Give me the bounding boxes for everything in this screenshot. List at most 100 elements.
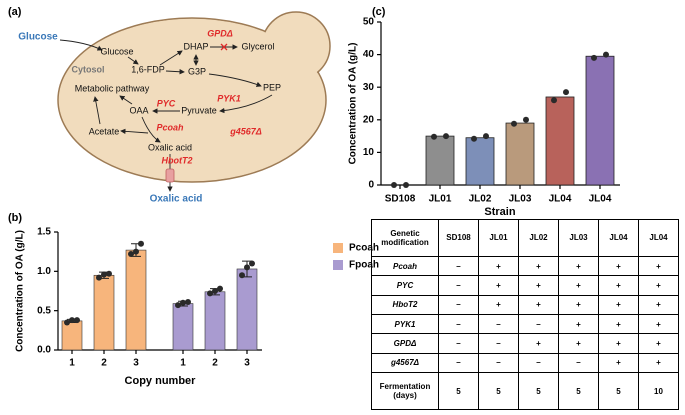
bar: [236, 268, 258, 351]
table-cell: GPDΔ: [371, 333, 439, 354]
x-tick-label: 1: [69, 358, 75, 369]
x-tick-label: 2: [212, 358, 218, 369]
x-tick-label: JL03: [509, 194, 532, 205]
table-cell: JL03: [558, 219, 599, 257]
replicate-point: [511, 120, 517, 127]
table-cell: +: [598, 275, 639, 296]
x-tick-label: 1: [180, 358, 186, 369]
x-tick-label: 3: [244, 358, 250, 369]
table-cell: 10: [638, 372, 679, 410]
table-header: Genetic modification SD108 JL01 JL02 JL03 JL0…: [371, 219, 679, 257]
table-cell: –: [438, 294, 479, 315]
replicate-point: [591, 54, 597, 61]
x-tick-label: JL01: [429, 194, 452, 205]
metabolite-label: Glucose: [100, 46, 133, 56]
bar: [465, 137, 495, 186]
table-cell: –: [438, 333, 479, 354]
metabolite-label: Oxalic acid: [150, 194, 203, 205]
x-tick-label: JL04: [549, 194, 572, 205]
replicate-point: [443, 133, 449, 140]
y-axis-title: Concentration of OA (g/L): [15, 230, 26, 352]
table-cell: +: [518, 255, 559, 277]
gene-label: PYK1: [217, 93, 241, 103]
table-cell: +: [478, 275, 519, 296]
y-tick-label: 0.0: [37, 345, 51, 356]
bar: [204, 291, 226, 351]
replicate-point: [249, 260, 255, 267]
table-row: Fermentation (days) 5 5 5 5 5 10: [371, 372, 679, 410]
replicate-point: [563, 89, 569, 96]
metabolite-label: Glycerol: [241, 41, 274, 51]
replicate-point: [551, 97, 557, 104]
x-tick-label: 2: [101, 358, 107, 369]
replicate-point: [180, 299, 186, 306]
gene-label: Pcoah: [156, 122, 184, 132]
gene-label: HbotT2: [162, 155, 193, 165]
y-tick-label: 20: [363, 114, 375, 125]
metabolite-label: Cytosol: [71, 64, 104, 74]
metabolite-label: 1,6-FDP: [131, 64, 165, 74]
table-cell: SD108: [438, 219, 479, 257]
cell: [57, 11, 331, 183]
table-cell: PYK1: [371, 313, 439, 335]
x-axis-title: Strain: [484, 206, 515, 218]
y-tick-label: 10: [363, 147, 375, 158]
replicate-point: [391, 182, 397, 188]
table-cell: JL02: [518, 219, 559, 257]
table-cell: +: [518, 275, 559, 296]
table-cell: –: [558, 352, 599, 374]
replicate-point: [207, 290, 213, 297]
bar: [125, 249, 147, 351]
table-cell: +: [638, 275, 679, 296]
replicate-point: [523, 116, 529, 123]
bar: [505, 122, 535, 186]
table-cell: HboT2: [371, 294, 439, 315]
table-cell: 5: [558, 372, 599, 410]
replicate-point: [106, 270, 112, 277]
replicate-point: [431, 133, 437, 140]
replicate-point: [217, 285, 223, 292]
bar: [585, 55, 615, 186]
replicate-point: [64, 319, 70, 326]
y-tick-label: 1.5: [37, 227, 51, 238]
legend-label: Pcoah: [349, 243, 379, 254]
table-cell: +: [518, 294, 559, 315]
table-cell: +: [558, 313, 599, 335]
y-axis-title: Concentration of OA (g/L): [348, 43, 359, 165]
table-cell: +: [478, 255, 519, 277]
table-cell: –: [438, 313, 479, 335]
replicate-point: [133, 248, 139, 255]
replicate-point: [138, 240, 144, 247]
table-cell: 5: [518, 372, 559, 410]
table-cell: +: [638, 313, 679, 335]
replicate-point: [403, 182, 409, 188]
replicate-point: [239, 272, 245, 279]
panel-label: (a): [8, 6, 22, 18]
x-tick-label: 3: [133, 358, 139, 369]
metabolite-label: Oxalic acid: [148, 142, 192, 152]
replicate-point: [101, 271, 107, 278]
metabolite-label: Acetate: [89, 126, 120, 136]
strain-table: Genetic modification SD108 JL01 JL02 JL03 JL0…: [371, 219, 679, 410]
table-cell: +: [558, 333, 599, 354]
bar: [425, 135, 455, 186]
replicate-point: [74, 317, 80, 324]
x-tick-label: JL02: [469, 194, 492, 205]
table-row: HboT2– + + + + +: [371, 294, 679, 315]
table-cell: +: [558, 294, 599, 315]
table-cell: +: [558, 255, 599, 277]
y-tick-label: 0: [368, 180, 374, 191]
table-cell: JL04: [638, 219, 679, 257]
table-cell: +: [478, 294, 519, 315]
legend-swatch: [333, 243, 343, 253]
replicate-point: [128, 251, 134, 258]
panel-label: (b): [8, 212, 22, 224]
gene-label: GPDΔ: [207, 28, 233, 38]
metabolite-label: Pyruvate: [181, 105, 217, 115]
table-cell: –: [438, 255, 479, 277]
bar: [545, 96, 575, 186]
table-cell: Pcoah: [371, 255, 439, 277]
table-cell: JL01: [478, 219, 519, 257]
y-tick-label: 50: [363, 17, 375, 28]
